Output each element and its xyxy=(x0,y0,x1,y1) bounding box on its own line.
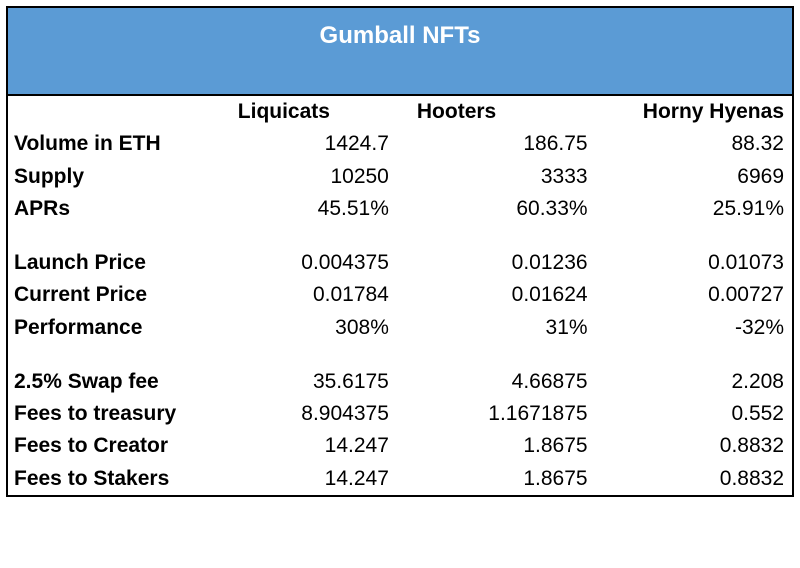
table-row: Performance308%31%-32% xyxy=(8,312,792,344)
table-row: Fees to Creator14.2471.86750.8832 xyxy=(8,430,792,462)
col-liquicats: Liquicats xyxy=(198,96,397,128)
nft-table: Liquicats Hooters Horny Hyenas Volume in… xyxy=(8,96,792,495)
cell-value: 0.8832 xyxy=(596,430,792,462)
cell-value: 0.8832 xyxy=(596,463,792,495)
table-row: Fees to treasury8.9043751.16718750.552 xyxy=(8,398,792,430)
col-horny-hyenas: Horny Hyenas xyxy=(596,96,792,128)
cell-value: 3333 xyxy=(397,161,596,193)
cell-value: 88.32 xyxy=(596,128,792,160)
cell-value: 0.00727 xyxy=(596,279,792,311)
cell-value: 14.247 xyxy=(198,430,397,462)
row-label: Current Price xyxy=(8,279,198,311)
cell-value: 308% xyxy=(198,312,397,344)
cell-value: 45.51% xyxy=(198,193,397,225)
cell-value: 8.904375 xyxy=(198,398,397,430)
table-row: 2.5% Swap fee35.61754.668752.208 xyxy=(8,366,792,398)
spacer-row xyxy=(8,225,792,247)
row-label: Performance xyxy=(8,312,198,344)
cell-value: 14.247 xyxy=(198,463,397,495)
cell-value: 31% xyxy=(397,312,596,344)
col-hooters: Hooters xyxy=(397,96,596,128)
cell-value: 10250 xyxy=(198,161,397,193)
table-row: APRs45.51%60.33%25.91% xyxy=(8,193,792,225)
cell-value: 4.66875 xyxy=(397,366,596,398)
row-label: Fees to Creator xyxy=(8,430,198,462)
table-row: Launch Price0.0043750.012360.01073 xyxy=(8,247,792,279)
cell-value: 1.8675 xyxy=(397,463,596,495)
cell-value: 60.33% xyxy=(397,193,596,225)
cell-value: -32% xyxy=(596,312,792,344)
row-label: Launch Price xyxy=(8,247,198,279)
cell-value: 0.01784 xyxy=(198,279,397,311)
cell-value: 0.01236 xyxy=(397,247,596,279)
table-body: Volume in ETH1424.7186.7588.32Supply1025… xyxy=(8,128,792,495)
cell-value: 0.552 xyxy=(596,398,792,430)
column-header-row: Liquicats Hooters Horny Hyenas xyxy=(8,96,792,128)
table-row: Volume in ETH1424.7186.7588.32 xyxy=(8,128,792,160)
row-label: APRs xyxy=(8,193,198,225)
cell-value: 25.91% xyxy=(596,193,792,225)
spacer-row xyxy=(8,344,792,366)
cell-value: 1424.7 xyxy=(198,128,397,160)
cell-value: 35.6175 xyxy=(198,366,397,398)
cell-value: 0.01624 xyxy=(397,279,596,311)
table-title-band: Gumball NFTs xyxy=(8,8,792,96)
col-blank xyxy=(8,96,198,128)
cell-value: 186.75 xyxy=(397,128,596,160)
cell-value: 6969 xyxy=(596,161,792,193)
table-row: Current Price0.017840.016240.00727 xyxy=(8,279,792,311)
row-label: Fees to Stakers xyxy=(8,463,198,495)
cell-value: 1.8675 xyxy=(397,430,596,462)
cell-value: 0.01073 xyxy=(596,247,792,279)
table-row: Fees to Stakers14.2471.86750.8832 xyxy=(8,463,792,495)
table-title: Gumball NFTs xyxy=(320,22,481,49)
row-label: 2.5% Swap fee xyxy=(8,366,198,398)
row-label: Supply xyxy=(8,161,198,193)
table-row: Supply1025033336969 xyxy=(8,161,792,193)
row-label: Volume in ETH xyxy=(8,128,198,160)
cell-value: 1.1671875 xyxy=(397,398,596,430)
nft-table-container: Gumball NFTs Liquicats Hooters Horny Hye… xyxy=(6,6,794,497)
row-label: Fees to treasury xyxy=(8,398,198,430)
cell-value: 2.208 xyxy=(596,366,792,398)
cell-value: 0.004375 xyxy=(198,247,397,279)
